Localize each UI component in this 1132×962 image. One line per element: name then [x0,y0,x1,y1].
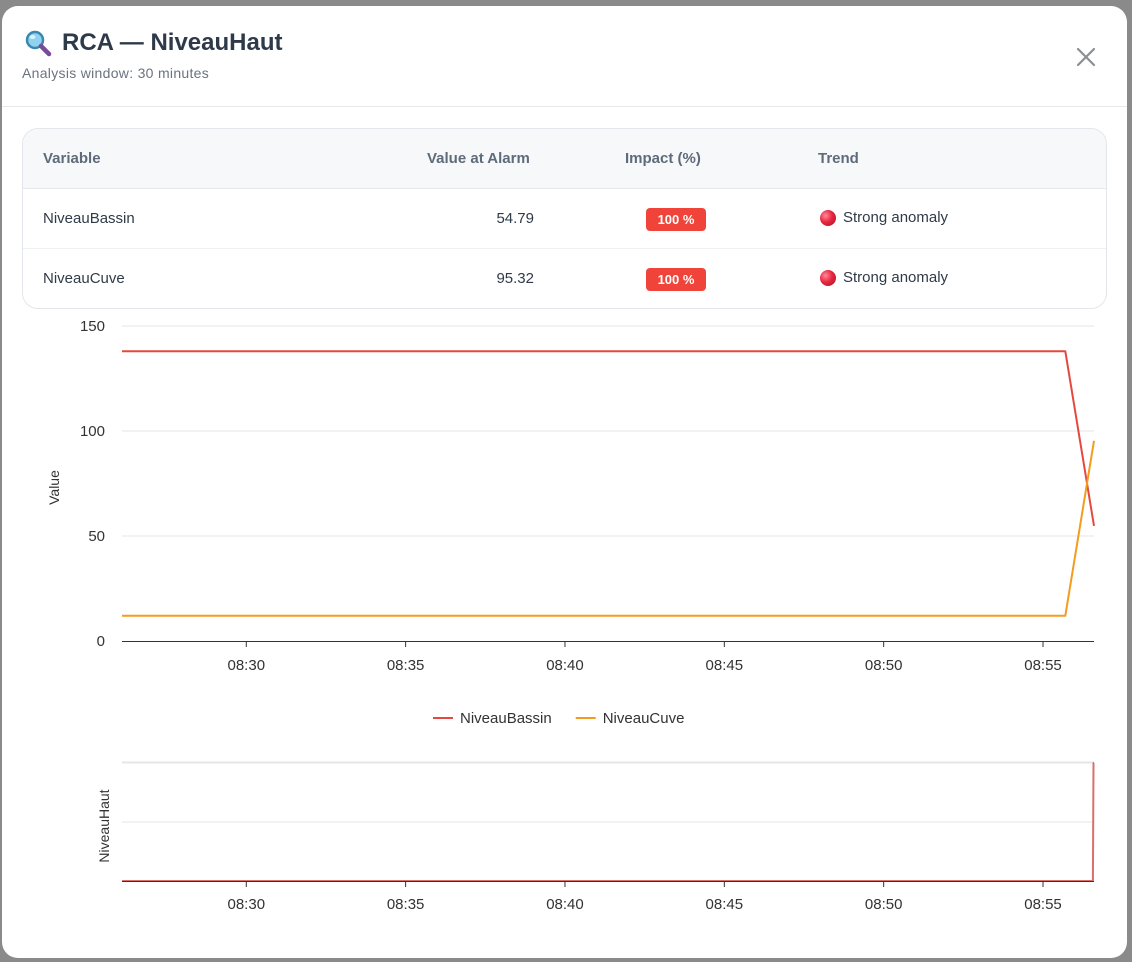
impact-badge: 100 % [646,208,706,231]
chart-area: 0 50 100 150 Value 08:30 08:35 08:40 08:45 08:50 0… [2,308,1127,958]
x-tick-label: 08:50 [865,896,903,913]
magnifier-icon [25,30,52,57]
x-tick-label: 08:40 [546,657,584,674]
series-line-niveaubassin [122,350,1095,527]
chart-legend: NiveauBassin NiveauCuve [433,710,684,727]
x-tick-label: 08:45 [706,657,744,674]
trend-indicator: Strong anomaly [820,209,948,226]
cell-value: 54.79 [496,210,534,227]
trend-label: Strong anomaly [843,209,949,226]
header-trend: Trend [818,150,859,167]
table-row: NiveauCuve 95.32 100 % Strong anomaly [23,249,1106,308]
rca-modal: RCA — NiveauHaut Analysis window: 30 min… [2,6,1127,958]
legend-label: NiveauBassin [460,710,552,727]
table-row: NiveauBassin 54.79 100 % Strong anomaly [23,189,1106,249]
header-impact: Impact (%) [625,150,701,167]
header-value-at-alarm: Value at Alarm [427,150,530,167]
x-tick-label: 08:30 [228,657,266,674]
modal-header: RCA — NiveauHaut Analysis window: 30 min… [2,6,1127,107]
impact-badge: 100 % [646,268,706,291]
red-dot-icon [820,269,836,286]
x-tick-label: 08:30 [228,896,266,913]
y-tick-label: 100 [80,423,105,440]
close-icon[interactable] [1074,45,1098,69]
y-tick-label: 150 [80,318,105,335]
cell-value: 95.32 [496,270,534,287]
trend-indicator: Strong anomaly [820,269,948,286]
series-line-niveaucuve [122,440,1095,617]
red-dot-icon [820,209,836,226]
x-tick-label: 08:35 [387,657,425,674]
table-header: Variable Value at Alarm Impact (%) Trend [23,129,1106,189]
header-variable: Variable [43,150,101,167]
cell-variable: NiveauCuve [43,270,125,287]
x-tick-label: 08:55 [1024,657,1062,674]
x-tick-label: 08:45 [706,896,744,913]
rca-table: Variable Value at Alarm Impact (%) Trend… [22,128,1107,309]
x-tick-label: 08:35 [387,896,425,913]
x-tick-label: 08:40 [546,896,584,913]
modal-title: RCA — NiveauHaut [62,29,283,56]
y-axis-label: Value [46,470,62,505]
cell-variable: NiveauBassin [43,210,135,227]
x-tick-label: 08:50 [865,657,903,674]
x-tick-label: 08:55 [1024,896,1062,913]
legend-label: NiveauCuve [603,710,685,727]
charts-svg: 0 50 100 150 Value 08:30 08:35 08:40 08:45 08:50 0… [46,318,1095,913]
title-row: RCA — NiveauHaut [24,29,282,57]
modal-subtitle: Analysis window: 30 minutes [22,65,210,81]
y-tick-label: 50 [88,528,105,545]
y-tick-label: 0 [97,633,105,650]
y-axis-label: NiveauHaut [96,789,112,862]
trend-label: Strong anomaly [843,269,949,286]
